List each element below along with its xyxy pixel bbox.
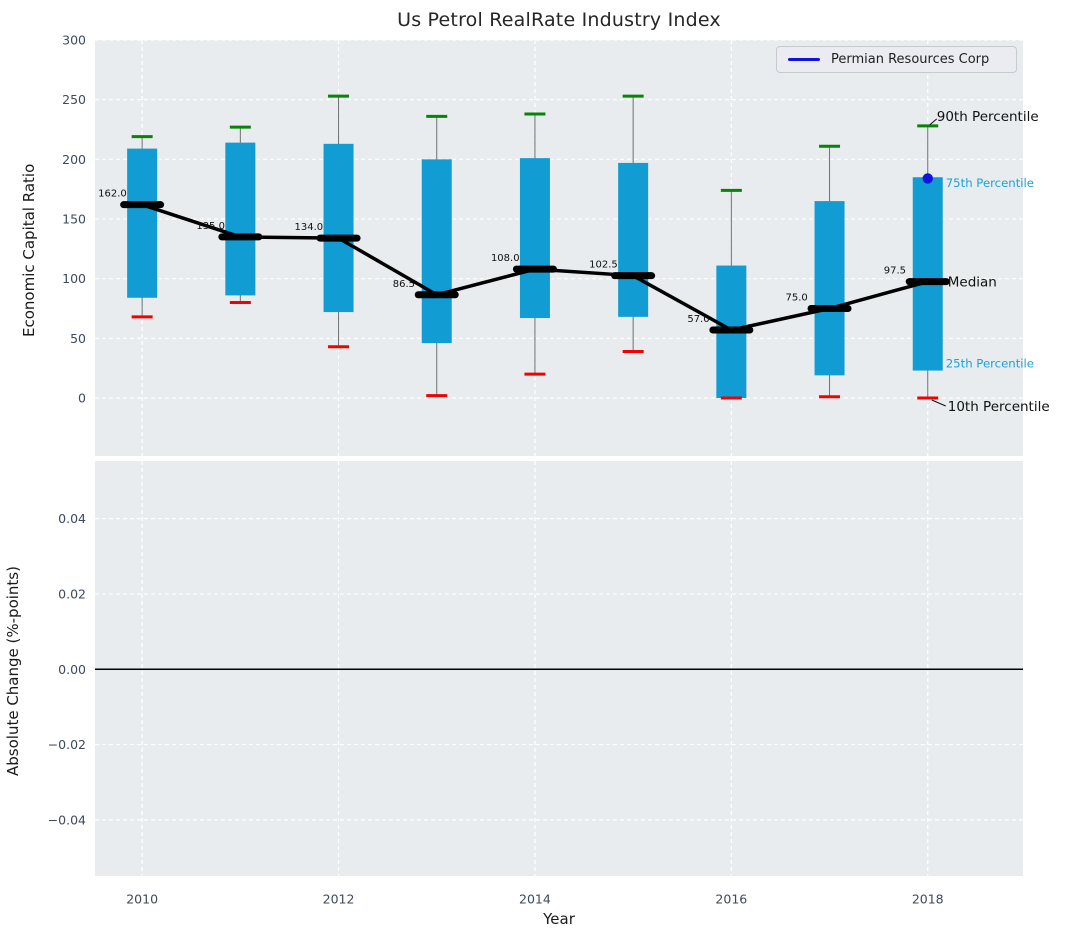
median-value-label-2010: 162.0: [98, 189, 127, 200]
company-point: [922, 173, 933, 184]
top-y-tick-250: 250: [62, 92, 86, 107]
median-value-label-2012: 134.0: [295, 222, 324, 233]
median-value-label-2014: 108.0: [491, 253, 520, 264]
annotation-p25: 25th Percentile: [946, 357, 1034, 371]
median-value-label-2011: 135.0: [196, 221, 225, 232]
x-tick-2016: 2016: [715, 892, 747, 907]
median-value-label-2017: 75.0: [786, 293, 808, 304]
legend: Permian Resources Corp: [776, 46, 1017, 73]
top-y-tick-200: 200: [62, 152, 86, 167]
median-marker-2018: [905, 278, 950, 286]
median-value-label-2015: 102.5: [589, 260, 618, 271]
bottom-y-tick-0.00: 0.00: [58, 662, 86, 677]
iqr-box-2018: [912, 177, 943, 371]
legend-line-swatch: [788, 58, 820, 61]
median-marker-2011: [218, 233, 263, 241]
bottom-y-tick-−0.04: −0.04: [48, 812, 86, 827]
median-value-label-2013: 86.5: [393, 279, 415, 290]
bottom-panel: [95, 461, 1023, 876]
iqr-box-2014: [519, 158, 550, 319]
x-tick-2012: 2012: [323, 892, 355, 907]
annotation-p75: 75th Percentile: [946, 176, 1034, 190]
median-marker-2014: [512, 265, 557, 273]
top-y-tick-150: 150: [62, 212, 86, 227]
median-marker-2012: [316, 234, 361, 242]
annotation-median: Median: [948, 275, 997, 291]
bottom-y-tick-0.04: 0.04: [58, 511, 86, 526]
iqr-box-2013: [421, 159, 452, 344]
x-tick-2014: 2014: [519, 892, 551, 907]
annotation-p90: 90th Percentile: [937, 109, 1039, 125]
x-axis-label: Year: [543, 910, 575, 928]
top-y-axis-label: Economic Capital Ratio: [20, 163, 38, 337]
median-marker-2015: [611, 272, 656, 280]
median-marker-2017: [807, 305, 852, 313]
top-y-tick-50: 50: [70, 331, 86, 346]
iqr-box-2011: [225, 142, 256, 296]
top-y-tick-300: 300: [62, 33, 86, 48]
median-value-label-2016: 57.0: [687, 314, 709, 325]
x-tick-2018: 2018: [912, 892, 944, 907]
chart-title: Us Petrol RealRate Industry Index: [397, 9, 721, 31]
iqr-box-2015: [618, 162, 649, 317]
top-y-tick-0: 0: [78, 391, 86, 406]
iqr-box-2012: [323, 143, 354, 313]
bottom-y-tick-−0.02: −0.02: [48, 737, 86, 752]
top-y-tick-100: 100: [62, 271, 86, 286]
median-marker-2013: [414, 291, 459, 299]
bottom-y-axis-label: Absolute Change (%-points): [4, 566, 22, 776]
iqr-box-2017: [814, 201, 845, 376]
iqr-box-2010: [127, 148, 158, 298]
median-marker-2010: [120, 201, 165, 209]
bottom-y-tick-0.02: 0.02: [58, 586, 86, 601]
annotation-p10: 10th Percentile: [948, 399, 1050, 415]
median-value-label-2018: 97.5: [884, 266, 906, 277]
x-tick-2010: 2010: [126, 892, 158, 907]
annotation-connector-p10: [931, 399, 946, 407]
annotation-connector-p90: [929, 118, 938, 126]
legend-label: Permian Resources Corp: [831, 52, 990, 67]
median-marker-2016: [709, 326, 754, 334]
